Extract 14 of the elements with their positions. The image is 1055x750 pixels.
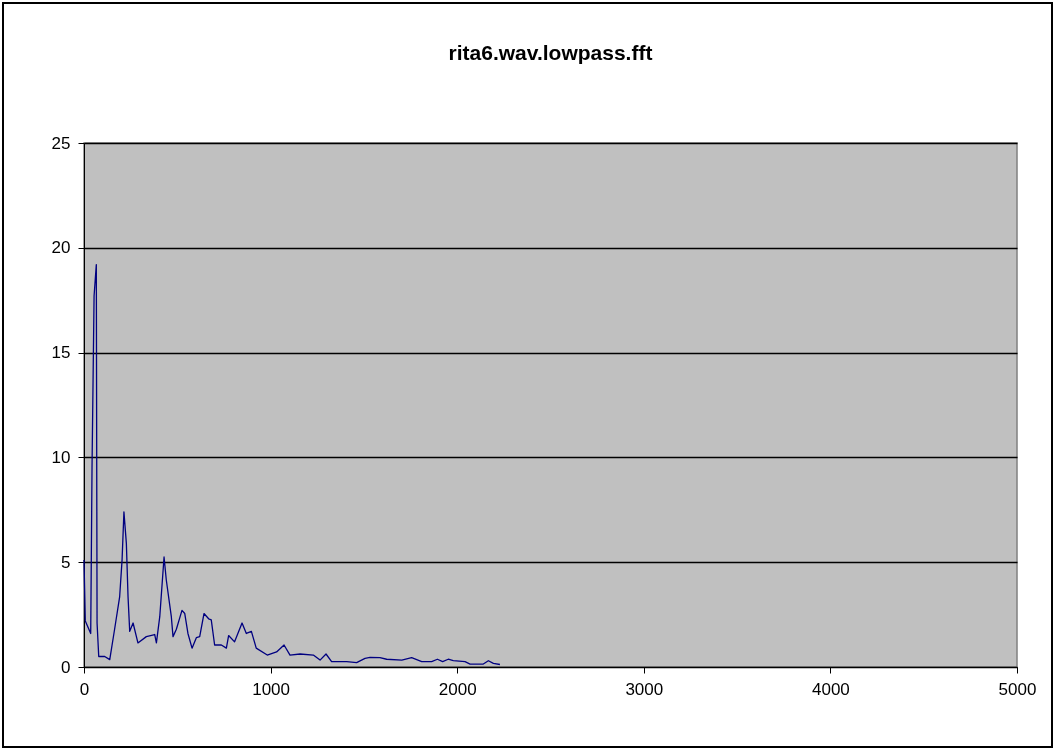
x-tick-label: 0 bbox=[79, 679, 90, 699]
y-tick-label: 20 bbox=[51, 238, 71, 258]
x-tick-label: 1000 bbox=[252, 679, 291, 699]
y-tick-label: 5 bbox=[61, 552, 71, 572]
x-tick-label: 2000 bbox=[438, 679, 477, 699]
chart-title: rita6.wav.lowpass.fft bbox=[448, 41, 653, 64]
y-tick-label: 0 bbox=[61, 657, 71, 677]
y-tick-label: 15 bbox=[51, 343, 71, 363]
x-tick-label: 3000 bbox=[625, 679, 664, 699]
x-tick-label: 5000 bbox=[998, 679, 1037, 699]
y-tick-label: 10 bbox=[51, 447, 71, 467]
x-tick-label: 4000 bbox=[811, 679, 850, 699]
line-series bbox=[83, 263, 501, 666]
y-tick-label: 25 bbox=[51, 133, 71, 153]
